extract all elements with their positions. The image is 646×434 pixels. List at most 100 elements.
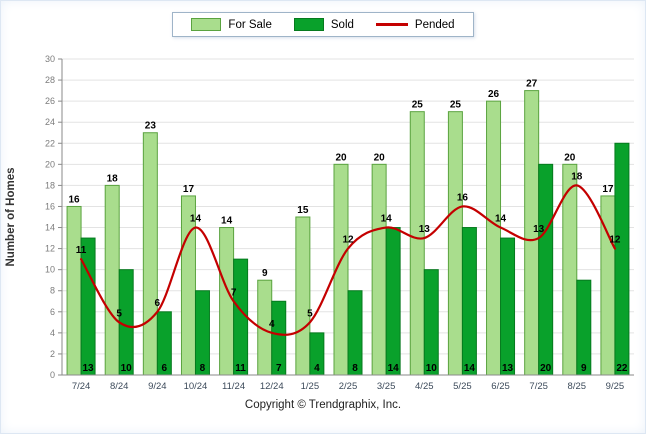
for-sale-value-label: 25 [450,100,462,111]
pended-value-label: 5 [116,308,122,319]
sold-value-label: 10 [121,363,133,374]
for-sale-swatch-icon [191,18,222,31]
for-sale-bar [66,205,82,376]
y-tick-label: 8 [50,286,55,296]
pended-value-label: 6 [155,298,161,309]
sold-bar [538,163,554,376]
sold-value-label: 20 [540,363,552,374]
for-sale-value-label: 17 [183,184,195,195]
legend-item-sold: Sold [293,18,354,31]
y-tick-label: 4 [50,328,55,338]
legend-item-for-sale: For Sale [191,18,272,31]
pended-value-label: 16 [457,192,469,203]
y-tick-label: 10 [45,265,55,275]
sold-bar [576,279,592,376]
pended-value-label: 13 [533,224,545,235]
x-tick-label: 12/24 [260,381,284,392]
for-sale-value-label: 9 [262,268,268,279]
pended-value-label: 12 [609,235,621,246]
for-sale-value-label: 14 [221,216,233,227]
for-sale-value-label: 20 [564,152,576,163]
for-sale-bar [295,216,311,376]
x-tick-label: 9/25 [606,381,625,392]
pended-value-label: 11 [76,245,87,256]
for-sale-value-label: 26 [488,89,500,100]
pended-value-label: 4 [269,319,275,330]
sold-value-label: 4 [314,363,320,374]
for-sale-bar [409,111,425,376]
sold-bar [80,237,96,376]
for-sale-value-label: 25 [412,100,424,111]
for-sale-bar [104,184,120,376]
legend-row: For Sale Sold Pended [0,0,646,37]
for-sale-bar [371,163,387,376]
pended-value-label: 14 [495,214,507,225]
for-sale-value-label: 27 [526,79,538,90]
sold-value-label: 11 [235,363,246,374]
pended-line [79,184,617,336]
sold-bar [614,142,630,376]
y-tick-label: 2 [50,349,55,359]
y-tick-label: 16 [45,201,55,211]
sold-bar [385,227,401,376]
y-tick-label: 28 [45,75,55,85]
for-sale-value-label: 16 [69,194,81,205]
sold-value-label: 22 [616,363,628,374]
for-sale-bar [142,132,158,376]
y-axis-title: Number of Homes [5,167,17,266]
for-sale-bar [447,111,463,376]
for-sale-value-label: 20 [335,152,347,163]
pended-value-label: 13 [419,224,431,235]
sold-bar [500,237,516,376]
for-sale-value-label: 17 [602,184,614,195]
legend-label-sold: Sold [330,18,354,31]
legend-label-for-sale: For Sale [228,18,272,31]
x-tick-label: 10/24 [184,381,208,392]
chart-svg: Number of Homes 7/24 8/24 9/24 10/24 11/24 12… [5,54,634,392]
y-tick-label: 22 [45,138,55,148]
x-tick-label: 6/25 [491,381,510,392]
x-tick-label: 2/25 [339,381,358,392]
sold-value-label: 7 [276,363,282,374]
legend-label-pended: Pended [414,18,455,31]
x-tick-label: 9/24 [148,381,167,392]
sold-value-label: 13 [502,363,514,374]
for-sale-value-label: 15 [297,205,309,216]
sold-value-label: 13 [83,363,95,374]
legend-item-pended: Pended [375,18,455,31]
x-tick-label: 4/25 [415,381,434,392]
y-tick-label: 26 [45,96,55,106]
x-tick-label: 11/24 [222,381,245,392]
x-tick-label: 5/25 [453,381,472,392]
x-tick-label: 3/25 [377,381,396,392]
sold-value-label: 14 [388,363,400,374]
pended-value-label: 5 [307,308,313,319]
x-tick-label: 1/25 [301,381,320,392]
y-tick-label: 20 [45,159,55,169]
for-sale-value-label: 23 [145,121,157,132]
pended-value-label: 7 [231,287,237,298]
copyright: Copyright © Trendgraphix, Inc. [244,399,402,411]
for-sale-value-label: 20 [374,152,386,163]
x-tick-label: 7/25 [529,381,548,392]
y-tick-label: 0 [50,370,55,380]
x-tick-label: 8/24 [110,381,129,392]
for-sale-value-label: 18 [107,173,119,184]
sold-bar [118,269,134,376]
pended-line-swatch-icon [375,23,408,26]
for-sale-bar [486,100,502,376]
sold-bar [423,269,439,376]
y-tick-label: 12 [45,244,55,254]
y-tick-label: 24 [45,117,55,127]
pended-value-label: 12 [342,235,354,246]
sold-bar [461,227,477,376]
sold-value-label: 8 [352,363,358,374]
y-tick-label: 14 [45,223,55,233]
y-tick-label: 6 [50,307,55,317]
y-tick-label: 30 [45,54,55,64]
pended-value-label: 14 [381,214,393,225]
y-tick-label: 18 [45,180,55,190]
sold-value-label: 8 [200,363,206,374]
legend: For Sale Sold Pended [172,12,474,37]
